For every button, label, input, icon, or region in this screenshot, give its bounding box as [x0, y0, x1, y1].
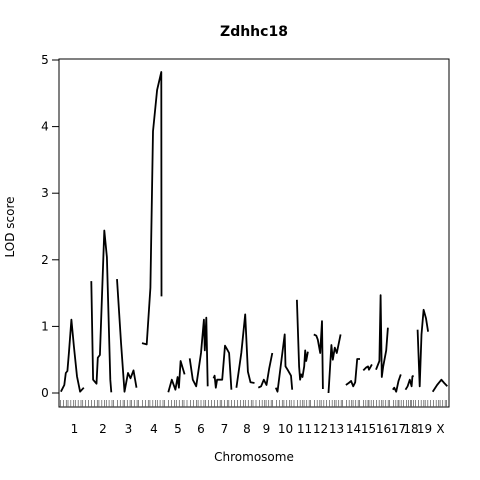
y-tick-label: 3 — [41, 186, 49, 200]
chart-title: Zdhhc18 — [220, 24, 288, 40]
lod-curve-chr-5 — [167, 360, 186, 393]
lod-curve-chr-6 — [188, 316, 209, 388]
lod-curve-chr-14 — [345, 358, 360, 388]
lod-curve-chr-16 — [375, 294, 389, 378]
y-axis-label: LOD score — [3, 196, 17, 257]
x-tick-label-chr-5: 5 — [174, 422, 182, 436]
x-tick-label-chr-3: 3 — [125, 422, 133, 436]
x-tick-label-chr-13: 13 — [329, 422, 344, 436]
x-tick-label-chr-17: 17 — [391, 422, 406, 436]
x-tick-label-chr-19: 19 — [417, 422, 432, 436]
x-tick-label-chr-16: 16 — [376, 422, 391, 436]
x-tick-label-chr-9: 9 — [263, 422, 271, 436]
lod-curve-chr-2 — [90, 229, 113, 393]
x-tick-label-chr-10: 10 — [278, 422, 293, 436]
lod-curve-chr-9 — [257, 352, 274, 389]
lod-curve-chr-19 — [416, 308, 429, 388]
lod-curve-chr-11 — [296, 299, 309, 381]
x-tick-label-chr-2: 2 — [99, 422, 107, 436]
lod-curve-chr-12 — [313, 320, 324, 390]
y-tick-label: 4 — [41, 120, 49, 134]
y-tick-label: 0 — [41, 386, 49, 400]
lod-curves — [60, 71, 448, 394]
lod-curve-chr-4 — [141, 71, 163, 346]
marker-rug — [60, 400, 447, 407]
x-tick-label-chr-7: 7 — [221, 422, 229, 436]
lod-curve-chr-3 — [116, 279, 138, 393]
lod-curve-chr-13 — [327, 334, 342, 394]
x-tick-label-chr-11: 11 — [297, 422, 312, 436]
x-tick-label-chr-8: 8 — [243, 422, 251, 436]
y-axis: 0 1 2 3 4 5 — [41, 53, 60, 400]
lod-curve-chr-17 — [392, 374, 402, 393]
x-tick-label-chr-14: 14 — [346, 422, 361, 436]
x-tick-label-chr-6: 6 — [197, 422, 205, 436]
lod-curve-chr-10 — [274, 333, 294, 393]
x-tick-label-chr-15: 15 — [361, 422, 376, 436]
plot-frame — [58, 58, 450, 408]
lod-curve-chr-x — [431, 378, 448, 393]
lod-curve-chr-7 — [212, 344, 233, 390]
x-tick-label-chr-x: X — [436, 422, 444, 436]
marker-ticks — [60, 400, 447, 407]
x-tick-label-chr-12: 12 — [313, 422, 328, 436]
lod-curve-chr-15 — [362, 363, 373, 372]
x-axis-label: Chromosome — [214, 450, 294, 464]
lod-curve-chr-8 — [235, 313, 255, 388]
x-tick-label-chr-1: 1 — [71, 422, 79, 436]
x-tick-label-chr-18: 18 — [403, 422, 418, 436]
x-tick-label-chr-4: 4 — [150, 422, 158, 436]
y-tick-label: 1 — [41, 319, 49, 333]
y-tick-label: 2 — [41, 253, 49, 267]
y-tick-label: 5 — [41, 53, 49, 67]
lod-curve-chr-18 — [404, 374, 415, 391]
lod-curve-chr-1 — [60, 318, 85, 393]
